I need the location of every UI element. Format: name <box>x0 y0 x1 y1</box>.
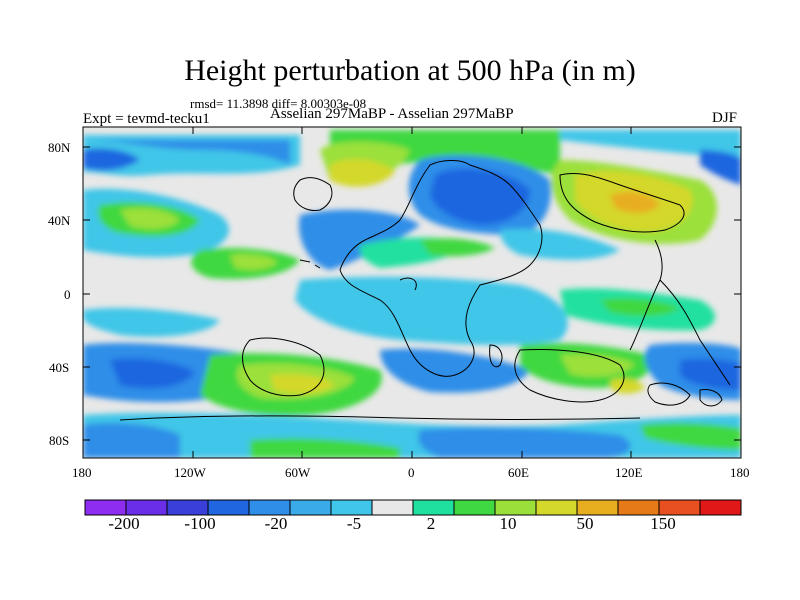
map-title: Height perturbation at 500 hPa (in m) <box>184 54 636 87</box>
colorbar-label: -200 <box>108 514 140 533</box>
y-tick-label: 40N <box>48 213 71 228</box>
y-tick-label: 40S <box>49 360 70 375</box>
colorbar-box <box>125 499 168 516</box>
colorbar-label: 10 <box>499 514 517 533</box>
comparison-label: Asselian 297MaBP - Asselian 297MaBP <box>270 106 514 122</box>
colorbar-box <box>330 499 373 516</box>
y-tick-label: 80S <box>49 433 70 448</box>
x-tick-label: 120E <box>615 465 643 480</box>
experiment-label: Expt = tevmd-tecku1 <box>83 111 210 127</box>
colorbar-box <box>453 499 496 516</box>
colorbar-label: -5 <box>346 514 362 533</box>
x-tick-label: 60E <box>508 465 529 480</box>
colorbar-label: -20 <box>264 514 288 533</box>
x-tick-label: 180 <box>72 465 92 480</box>
colorbar-box <box>207 499 250 516</box>
colorbar-label: 50 <box>576 514 594 533</box>
x-tick-label: 180 <box>730 465 750 480</box>
x-tick-label: 0 <box>408 465 415 480</box>
colorbar-box <box>535 499 578 516</box>
colorbar <box>84 499 742 516</box>
colorbar-label: -100 <box>184 514 216 533</box>
x-tick-label: 120W <box>174 465 206 480</box>
coastlines <box>119 160 731 421</box>
colorbar-box <box>84 499 127 516</box>
x-tick-marks <box>82 127 742 458</box>
y-tick-label: 0 <box>64 287 71 302</box>
contour-field <box>83 127 741 458</box>
x-tick-label: 60W <box>285 465 311 480</box>
y-tick-label: 80N <box>48 140 71 155</box>
colorbar-box <box>248 499 291 516</box>
colorbar-box <box>699 499 742 516</box>
colorbar-label: 2 <box>426 514 436 533</box>
y-tick-marks <box>83 146 741 441</box>
colorbar-label: 150 <box>650 514 676 533</box>
colorbar-box <box>412 499 455 516</box>
colorbar-box <box>371 499 414 516</box>
colorbar-box <box>658 499 701 516</box>
stats-subtitle: rmsd= 11.3898 diff= 8.00303e-08 <box>190 96 367 111</box>
colorbar-box <box>166 499 209 516</box>
colorbar-box <box>617 499 660 516</box>
colorbar-box <box>576 499 619 516</box>
colorbar-box <box>289 499 332 516</box>
season-label: DJF <box>712 110 738 126</box>
colorbar-box <box>494 499 537 516</box>
